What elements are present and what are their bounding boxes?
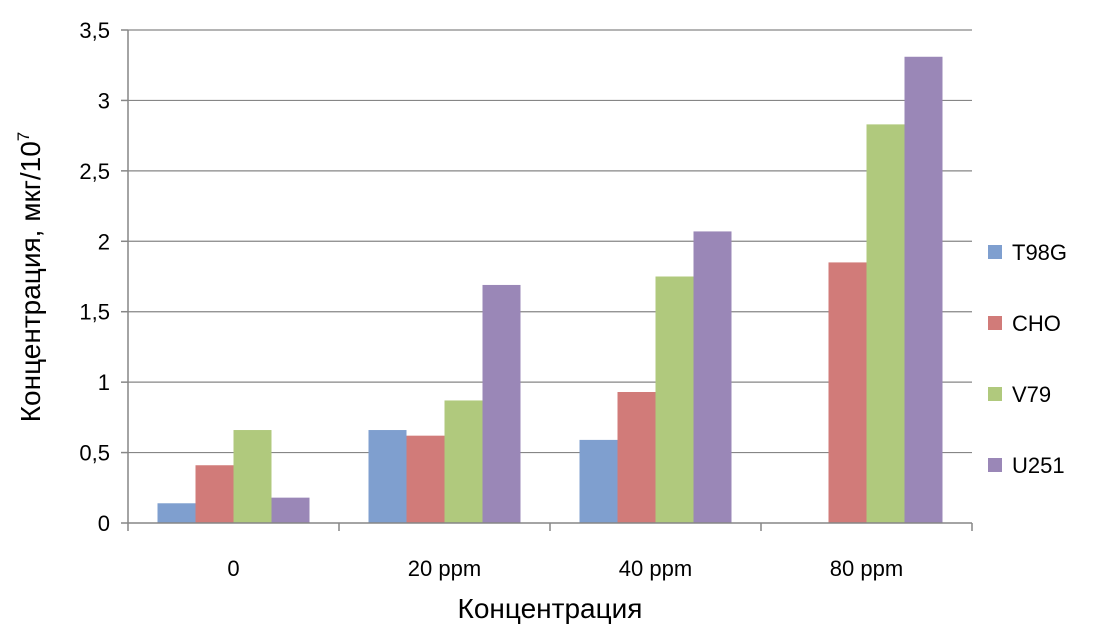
y-axis-title-superscript: 7 bbox=[14, 132, 33, 141]
y-axis-title: Концентрация, мкг/107 bbox=[14, 132, 46, 423]
bar-u251-2 bbox=[693, 231, 732, 523]
bar-v79-1 bbox=[444, 400, 483, 523]
x-tick-label: 20 ppm bbox=[408, 556, 481, 581]
bar-u251-1 bbox=[482, 284, 521, 523]
legend-label-u251: U251 bbox=[1012, 453, 1065, 478]
bars bbox=[157, 56, 943, 524]
x-tick-label: 40 ppm bbox=[619, 556, 692, 581]
x-tick-label: 80 ppm bbox=[830, 556, 903, 581]
legend-swatch-cho bbox=[988, 316, 1002, 330]
y-tick-label: 1 bbox=[98, 370, 110, 395]
bar-cho-2 bbox=[617, 392, 656, 523]
axes bbox=[127, 30, 972, 524]
bar-cho-3 bbox=[828, 262, 867, 523]
bar-v79-2 bbox=[655, 276, 694, 523]
legend-swatch-t98g bbox=[988, 245, 1002, 259]
y-tick-label: 3,5 bbox=[79, 18, 110, 43]
x-tick-label: 0 bbox=[227, 556, 239, 581]
legend-swatch-u251 bbox=[988, 458, 1002, 472]
y-axis-title-text: Концентрация, мкг/10 bbox=[15, 141, 46, 422]
x-tick-labels: 0 20 ppm 40 ppm 80 ppm bbox=[227, 556, 903, 581]
y-tick-labels: 0 0,5 1 1,5 2 2,5 3 3,5 bbox=[79, 18, 110, 536]
bar-cho-1 bbox=[406, 435, 445, 523]
legend-label-v79: V79 bbox=[1012, 382, 1051, 407]
bar-v79-3 bbox=[866, 124, 905, 524]
legend-label-t98g: T98G bbox=[1012, 240, 1067, 265]
bar-cho-0 bbox=[195, 465, 234, 523]
legend-label-cho: CHO bbox=[1012, 311, 1061, 336]
x-axis-title: Концентрация bbox=[458, 593, 643, 624]
y-tick-label: 3 bbox=[98, 88, 110, 113]
y-tick-label: 1,5 bbox=[79, 300, 110, 325]
legend-swatch-v79 bbox=[988, 387, 1002, 401]
bar-u251-0 bbox=[271, 497, 310, 523]
bar-v79-0 bbox=[233, 430, 272, 523]
y-tick-label: 0 bbox=[98, 511, 110, 536]
y-tick-label: 0,5 bbox=[79, 441, 110, 466]
bar-t98g-2 bbox=[579, 439, 618, 523]
legend: T98G CHO V79 U251 bbox=[988, 240, 1067, 478]
y-tick-label: 2 bbox=[98, 229, 110, 254]
bar-t98g-0 bbox=[157, 503, 196, 523]
y-tick-label: 2,5 bbox=[79, 159, 110, 184]
bar-u251-3 bbox=[904, 56, 943, 524]
bar-t98g-1 bbox=[368, 430, 407, 523]
